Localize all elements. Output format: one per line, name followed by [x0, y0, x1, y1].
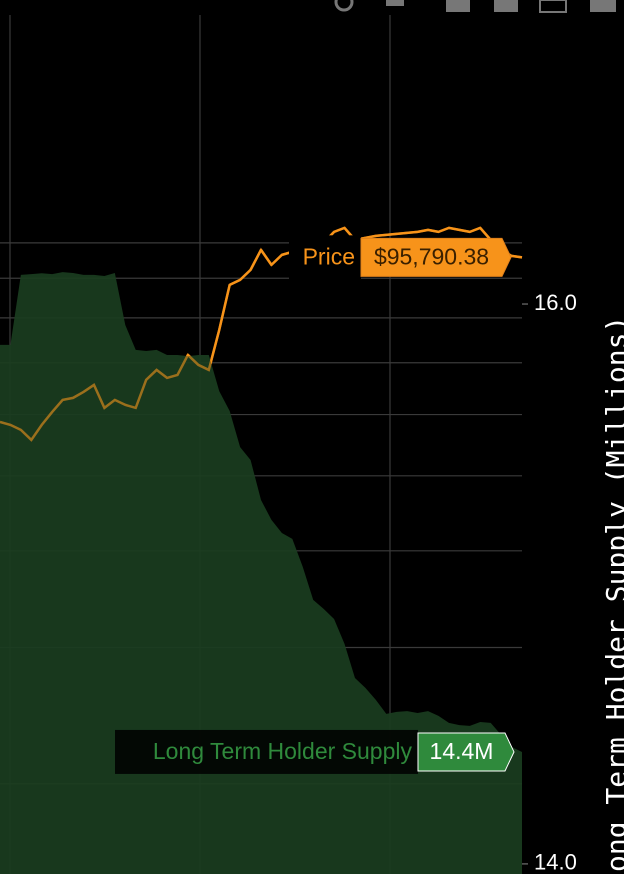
value-tag [417, 732, 515, 772]
y-axis-title: ong Term Holder Supply (Millions) [600, 316, 624, 872]
series-name-box [289, 235, 361, 280]
plot [0, 226, 523, 874]
home-icon[interactable] [590, 0, 616, 12]
zoom-out-icon[interactable] [494, 0, 518, 12]
price-line-overlay [0, 226, 523, 442]
supply-area [0, 272, 522, 874]
series-name: Long Term Holder Supply [153, 738, 413, 764]
toolbar [334, 0, 616, 13]
y-tick-label: 16.0 [534, 290, 577, 315]
value-label: $95,790.38 [374, 243, 489, 269]
zoom-icon[interactable] [334, 0, 354, 12]
series-name: Price [303, 243, 355, 269]
series-name-box [115, 729, 418, 774]
autoscale-icon[interactable] [539, 0, 567, 13]
labels: Long Term Holder Supply 14.4M Price $95,790… [115, 235, 515, 774]
value-tag [360, 237, 512, 277]
value-label: 14.4M [430, 738, 494, 764]
zoom-in-icon[interactable] [446, 0, 470, 12]
pan-icon[interactable] [386, 0, 404, 6]
y-tick-label: 14.0 [534, 850, 577, 874]
